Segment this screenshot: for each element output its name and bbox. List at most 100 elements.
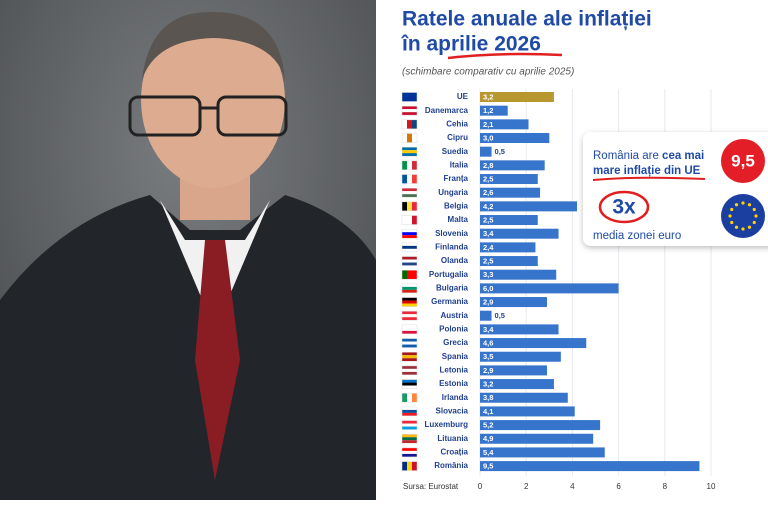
flag-border: [401, 269, 418, 280]
bar: [480, 242, 536, 253]
flag-border: [401, 406, 418, 417]
x-tick-label: 0: [478, 482, 483, 491]
value-label: 4,9: [483, 434, 493, 443]
category-label: Suedia: [442, 147, 469, 156]
flag: [407, 133, 412, 143]
value-label: 2,9: [483, 298, 493, 307]
flag: [402, 327, 417, 331]
flag-border: [401, 215, 418, 225]
flag: [402, 283, 417, 287]
flag: [407, 215, 412, 225]
category-label: Polonia: [439, 324, 468, 333]
value-label: 2,6: [483, 188, 493, 197]
callout-text: România are cea mai: [593, 150, 704, 162]
bar: [480, 269, 557, 280]
flag-border: [401, 174, 418, 184]
flag: [402, 201, 407, 211]
flag-border: [401, 228, 418, 239]
category-label: Germania: [431, 297, 468, 306]
flag: [412, 133, 417, 143]
flag: [402, 270, 407, 280]
flag: [402, 352, 417, 356]
star: [747, 203, 752, 207]
star: [734, 225, 739, 229]
flag: [412, 174, 417, 184]
category-label: Slovacia: [436, 407, 469, 416]
bar: [480, 461, 700, 472]
value-label: 0,5: [495, 147, 505, 156]
flag: [402, 440, 417, 444]
bar: [480, 228, 559, 239]
flag-border: [401, 297, 418, 307]
flag: [402, 450, 417, 454]
category-label: Cipru: [447, 133, 468, 142]
category-label: Cehia: [446, 119, 468, 128]
flag: [402, 194, 417, 198]
value-label: 2,5: [483, 257, 493, 266]
value-label: 3,3: [483, 270, 493, 279]
flag: [412, 461, 417, 471]
value-label: 4,1: [483, 407, 493, 416]
flag: [402, 245, 417, 249]
value-label: 2,5: [483, 175, 493, 184]
flag-border: [401, 338, 418, 348]
flag: [402, 119, 407, 129]
bar: [480, 365, 547, 376]
flag: [402, 437, 417, 441]
bar: [480, 256, 538, 267]
category-label: Ungaria: [438, 188, 468, 197]
subtitle: (schimbare comparativ cu aprilie 2025): [402, 67, 574, 78]
bar: [480, 338, 587, 349]
flag: [412, 92, 417, 102]
flag: [412, 201, 417, 211]
flag: [402, 382, 417, 386]
category-label: Letonia: [440, 366, 469, 375]
value-label: 2,9: [483, 366, 493, 375]
flag-border: [401, 392, 418, 403]
category-label: România: [434, 461, 468, 470]
category-label: Estonia: [439, 379, 468, 388]
flag-border: [401, 324, 418, 335]
category-label: Franța: [444, 174, 469, 183]
star: [741, 201, 745, 205]
value-label: 2,5: [483, 216, 493, 225]
callout-text: cea mai: [662, 150, 704, 162]
category-label: Austria: [440, 311, 468, 320]
bar: [480, 105, 508, 116]
x-tick-label: 8: [663, 482, 668, 491]
bar: [480, 187, 541, 198]
category-label: Belgia: [444, 201, 469, 210]
flag: [402, 453, 417, 457]
value-label: 3,2: [483, 380, 493, 389]
value-label: 6,0: [483, 284, 493, 293]
flag: [402, 92, 407, 102]
flag-border: [401, 146, 418, 157]
flag: [402, 160, 407, 170]
flag: [402, 150, 417, 154]
flag: [402, 133, 407, 143]
flag: [402, 385, 417, 389]
callout-text: media zonei euro: [593, 230, 681, 242]
callout: România are cea mai mare inflație din UE…: [583, 132, 768, 246]
value-label: 3,8: [483, 393, 493, 402]
flag: [402, 368, 417, 372]
value-label: 3,4: [483, 325, 494, 334]
flag-border: [401, 365, 418, 376]
flag-border: [401, 201, 418, 212]
flag-border: [401, 92, 418, 102]
flag: [402, 344, 417, 348]
value-label: 2,8: [483, 161, 493, 170]
x-tick-label: 4: [570, 482, 575, 491]
flag: [402, 409, 417, 413]
flag: [402, 215, 407, 225]
chart-title: în aprilie 2026: [401, 33, 541, 56]
flag: [402, 314, 417, 318]
flag: [402, 423, 417, 427]
bar: [480, 146, 492, 157]
flag: [402, 229, 417, 233]
category-label: Luxemburg: [424, 420, 468, 429]
x-tick-label: 6: [616, 482, 621, 491]
flag: [407, 270, 412, 280]
flag: [402, 426, 417, 430]
flag: [402, 461, 407, 471]
